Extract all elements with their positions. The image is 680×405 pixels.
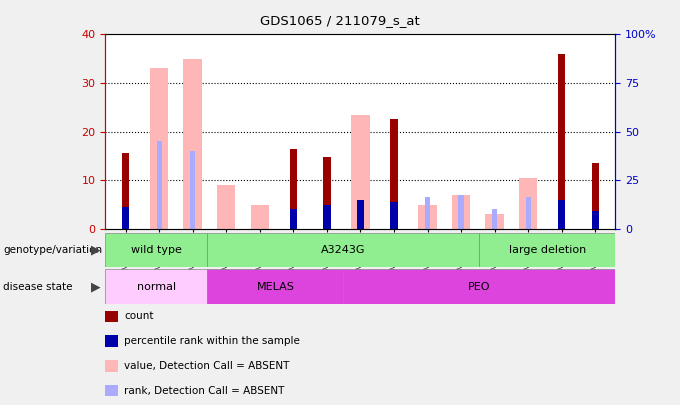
Bar — [492, 209, 497, 229]
Bar — [217, 185, 235, 229]
Bar — [458, 195, 464, 229]
Bar — [558, 54, 565, 229]
Text: genotype/variation: genotype/variation — [3, 245, 103, 255]
Bar — [190, 151, 195, 229]
Text: A3243G: A3243G — [321, 245, 366, 255]
Bar — [390, 202, 398, 229]
Bar — [323, 157, 330, 229]
Bar — [357, 200, 364, 229]
Bar — [290, 209, 297, 229]
Text: disease state: disease state — [3, 281, 73, 292]
Text: ▶: ▶ — [91, 280, 101, 293]
Bar — [323, 205, 330, 229]
Bar — [418, 205, 437, 229]
Bar — [250, 205, 269, 229]
Bar — [290, 149, 297, 229]
Bar — [105, 269, 207, 304]
Bar — [479, 233, 615, 267]
Bar — [486, 214, 504, 229]
Bar — [519, 178, 537, 229]
Text: count: count — [124, 311, 154, 321]
Bar — [207, 233, 479, 267]
Bar — [122, 207, 129, 229]
Bar — [150, 68, 169, 229]
Text: PEO: PEO — [468, 281, 491, 292]
Text: wild type: wild type — [131, 245, 182, 255]
Text: value, Detection Call = ABSENT: value, Detection Call = ABSENT — [124, 361, 290, 371]
Text: GDS1065 / 211079_s_at: GDS1065 / 211079_s_at — [260, 14, 420, 27]
Text: ▶: ▶ — [91, 243, 101, 257]
Text: MELAS: MELAS — [256, 281, 294, 292]
Text: large deletion: large deletion — [509, 245, 586, 255]
Bar — [184, 59, 202, 229]
Bar — [592, 211, 599, 229]
Text: normal: normal — [137, 281, 176, 292]
Bar — [343, 269, 615, 304]
Bar — [558, 200, 565, 229]
Bar — [452, 195, 471, 229]
Bar — [156, 141, 162, 229]
Bar — [207, 269, 343, 304]
Bar — [592, 163, 599, 229]
Bar — [122, 153, 129, 229]
Text: percentile rank within the sample: percentile rank within the sample — [124, 336, 301, 346]
Bar — [425, 197, 430, 229]
Bar — [390, 119, 398, 229]
Bar — [526, 197, 531, 229]
Bar — [105, 233, 207, 267]
Bar — [351, 115, 370, 229]
Text: rank, Detection Call = ABSENT: rank, Detection Call = ABSENT — [124, 386, 285, 396]
